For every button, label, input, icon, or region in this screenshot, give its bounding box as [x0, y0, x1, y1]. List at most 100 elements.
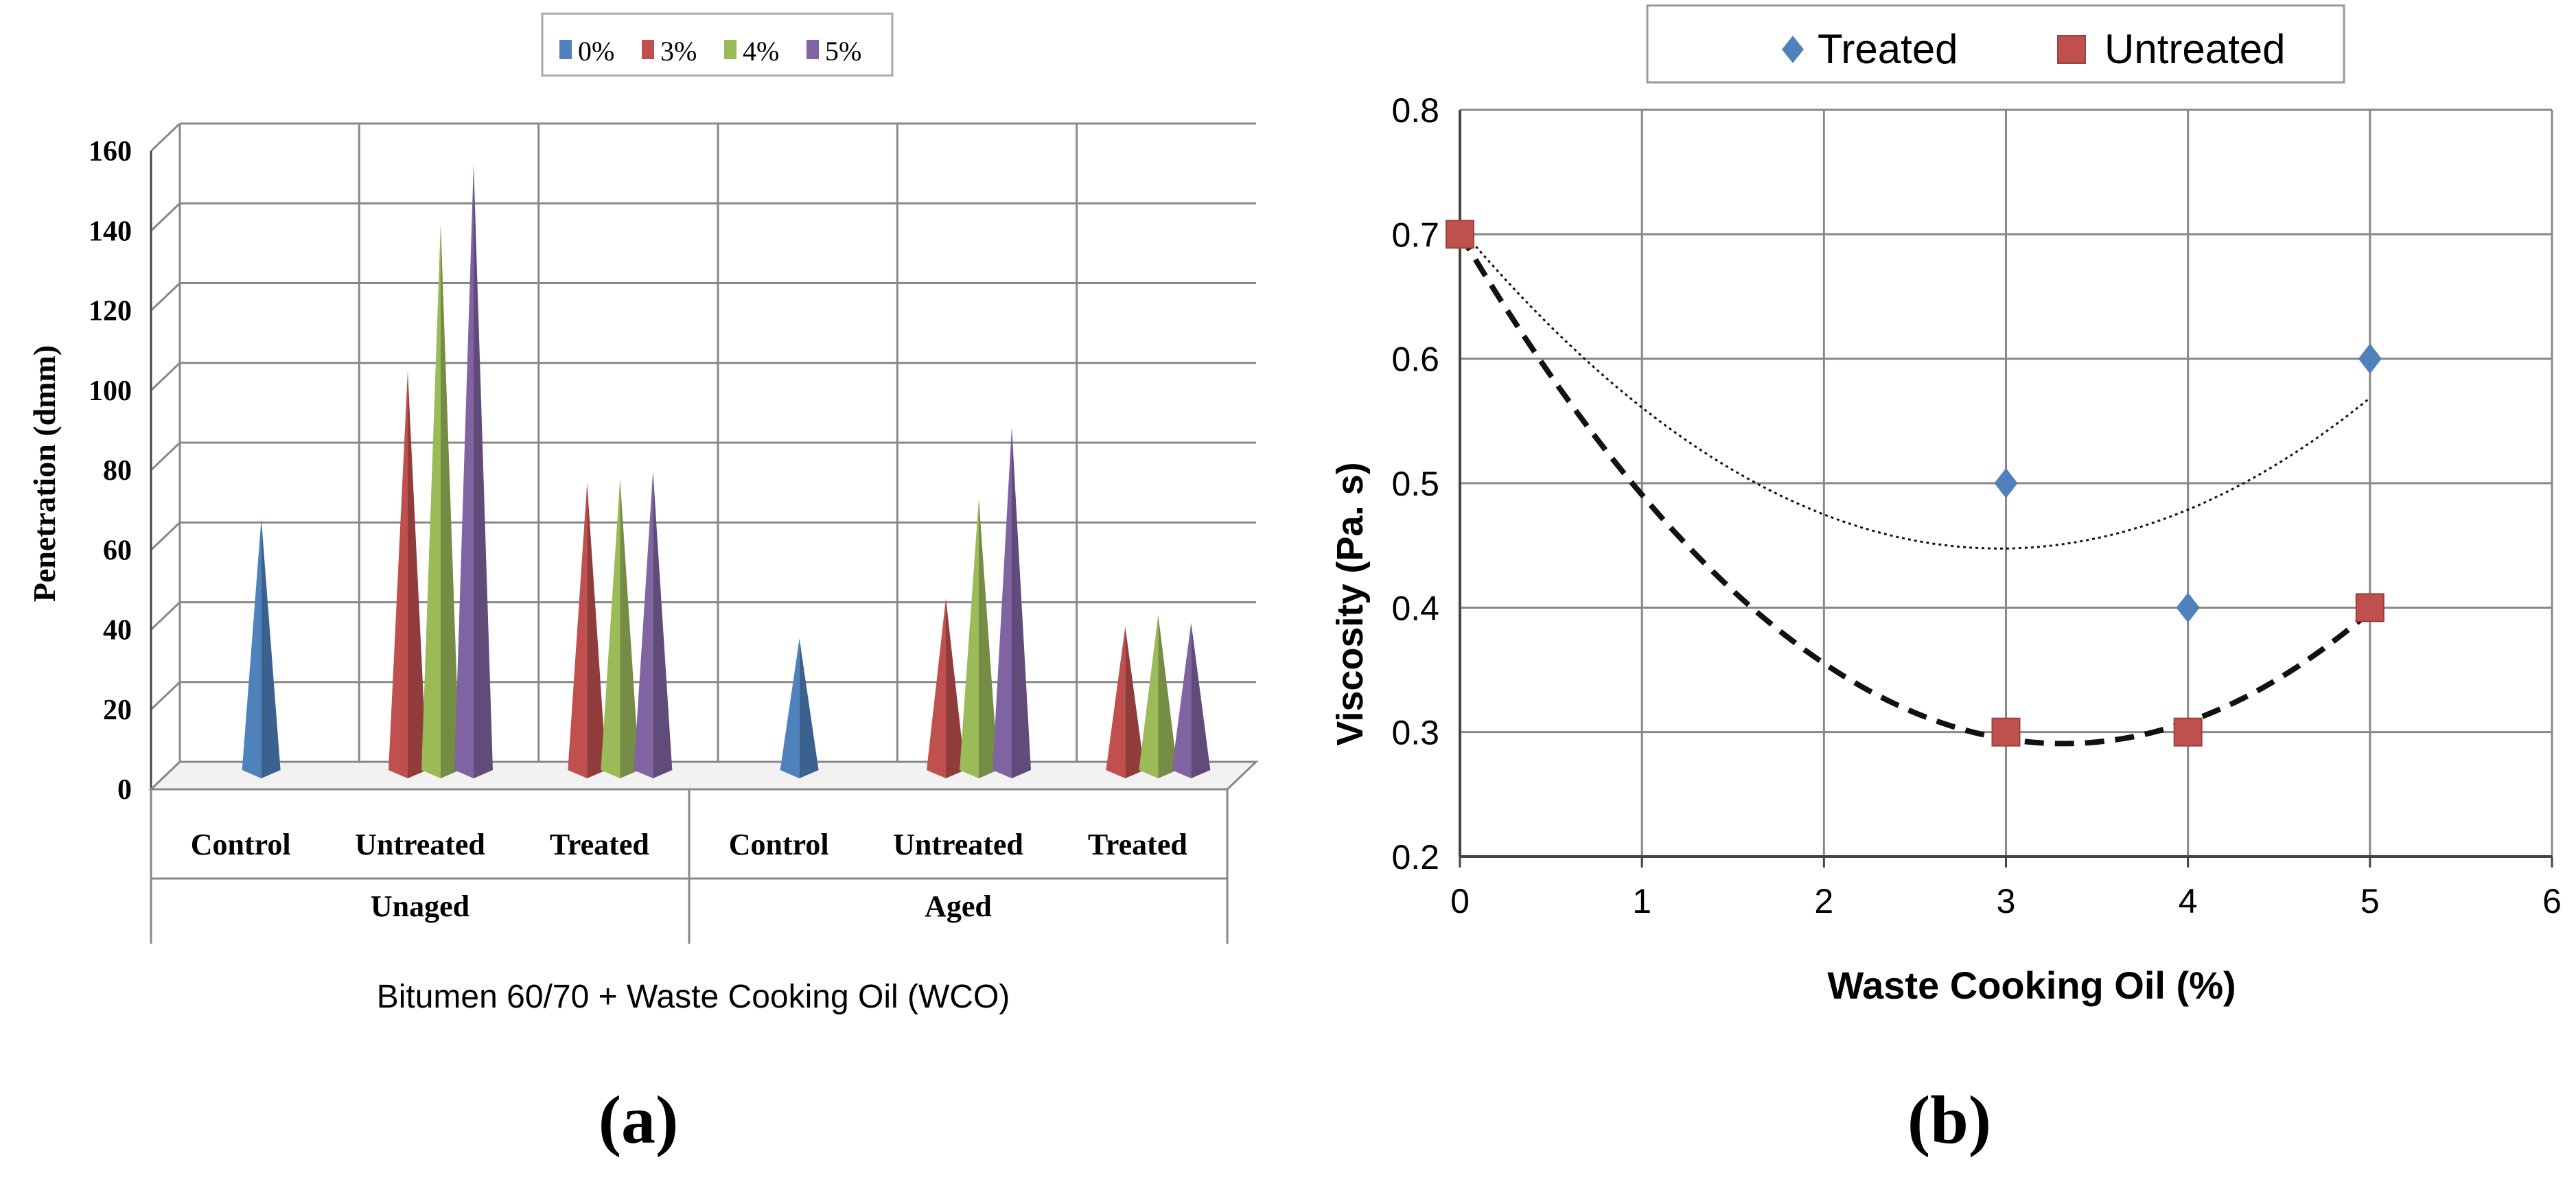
y-tick-label-a: 40 [103, 615, 132, 647]
y-tick-label-a: 20 [103, 695, 132, 726]
cone-right-4pct [441, 223, 460, 778]
trendline-treated [1459, 226, 2371, 550]
grid-side-line-a [150, 202, 181, 232]
point-untreated [1446, 220, 1474, 249]
cone-left-3pct [927, 598, 946, 778]
y-tick-label-b: 0.8 [1391, 91, 1439, 130]
y-tick-label-a: 120 [89, 296, 132, 327]
x-axis-title-a: Bitumen 60/70 + Waste Cooking Oil (WCO) [377, 979, 1010, 1015]
y-axis-title-b: Viscosity (Pa. s) [1330, 462, 1371, 745]
cone-right-4pct [620, 478, 640, 778]
y-tick-label-a: 0 [117, 774, 132, 806]
panel-b-points [1446, 219, 2384, 747]
panel-label-b: (b) [1907, 1082, 1991, 1158]
y-tick-label-b: 0.7 [1391, 216, 1439, 254]
legend-label-treated: Treated [1818, 26, 1958, 72]
cone-left-3pct [388, 371, 408, 778]
y-tick-label-b: 0.2 [1391, 838, 1439, 876]
point-treated [2358, 343, 2382, 374]
x-axis-title-b: Waste Cooking Oil (%) [1827, 964, 2236, 1007]
cone-right-0pct [799, 638, 819, 778]
cone-right-5pct [653, 471, 673, 778]
grid-side-line-a [150, 362, 181, 391]
y-tick-label-b: 0.4 [1391, 589, 1439, 627]
legend-swatch-4 [724, 40, 736, 59]
cone-left-4pct [601, 478, 620, 778]
x-category-label-a: Untreated [893, 828, 1023, 861]
trendline-untreated [1457, 232, 2372, 747]
legend-swatch-5 [807, 40, 819, 59]
x-category-label-a: Treated [1088, 828, 1187, 861]
cone-right-5pct [474, 163, 493, 778]
panel-b-trendlines [1457, 226, 2372, 747]
panel-a-chart: 0% 3% 4% 5% 0 20 40 60 80 100 120 140 160 Contro… [27, 12, 1259, 1158]
grid-side-line-a [150, 601, 181, 631]
x-tick-label-b: 3 [1997, 882, 2016, 920]
y-tick-label-a: 100 [89, 375, 132, 407]
cone-left-4pct [960, 498, 979, 778]
cone-right-5pct [1191, 622, 1211, 778]
x-tick-label-b: 0 [1450, 882, 1470, 920]
y-tick-label-a: 160 [89, 136, 132, 167]
cone-left-5pct [454, 163, 474, 778]
cone-right-0pct [261, 518, 281, 778]
point-untreated [2355, 593, 2384, 623]
grid-side-line-a [150, 681, 181, 710]
floor-a [148, 760, 1259, 791]
y-tick-label-b: 0.5 [1391, 465, 1439, 503]
panel-a-x-categories: Control Untreated Treated Control Untreated T… [150, 789, 1229, 944]
grid-side-line-a [150, 282, 181, 312]
panel-a-gridlines [148, 122, 1259, 791]
x-tick-label-b: 1 [1632, 882, 1651, 920]
point-untreated [2173, 717, 2203, 747]
x-category-label-a: Treated [550, 828, 649, 861]
legend-label-5: 5% [825, 36, 861, 67]
y-tick-label-a: 60 [103, 535, 132, 566]
cone-left-5pct [1172, 622, 1192, 778]
legend-b: Treated Untreated [1646, 4, 2345, 84]
cone-left-3pct [568, 482, 588, 778]
y-tick-label-b: 0.3 [1391, 714, 1439, 752]
cone-right-3pct [587, 482, 607, 778]
cone-left-4pct [421, 223, 441, 778]
grid-side-line-a [150, 441, 181, 472]
y-tick-label-b: 0.6 [1391, 340, 1439, 379]
y-tick-label-a: 80 [103, 455, 132, 487]
cone-right-3pct [1125, 626, 1145, 778]
grid-side-line-a [150, 522, 181, 551]
legend-label-3: 3% [660, 36, 697, 67]
x-group-label-a: Unaged [371, 890, 469, 923]
x-tick-label-b: 5 [2360, 882, 2380, 920]
x-tick-label-b: 6 [2542, 882, 2562, 920]
y-axis-title-a: Penetration (dmm) [27, 345, 62, 602]
cone-left-5pct [993, 427, 1012, 778]
panel-b-chart: Treated Untreated 0.2 0.3 0.4 0.5 0.6 0.7 0.8 0… [1330, 4, 2562, 1158]
panel-a-y-ticks: 0 20 40 60 80 100 120 140 160 [89, 136, 132, 806]
cone-right-3pct [408, 371, 427, 778]
legend-swatch-3 [642, 40, 654, 59]
legend-b-box [1646, 4, 2345, 84]
point-treated [2176, 592, 2200, 623]
cone-right-4pct [979, 498, 998, 778]
legend-swatch-0 [559, 40, 572, 59]
legend-label-untreated: Untreated [2104, 26, 2286, 72]
x-category-label-a: Control [191, 828, 291, 861]
legend-a: 0% 3% 4% 5% [541, 12, 894, 77]
cone-left-0pct [780, 638, 800, 778]
legend-a-box [541, 12, 894, 77]
grid-side-line-a [150, 122, 181, 152]
cone-left-0pct [242, 518, 262, 778]
y-tick-label-a: 140 [89, 216, 132, 247]
legend-marker-untreated [2057, 35, 2086, 64]
cone-left-4pct [1139, 614, 1159, 778]
cone-right-5pct [1012, 427, 1031, 778]
legend-marker-treated [1782, 36, 1804, 63]
point-untreated [1991, 717, 2021, 747]
x-group-label-a: Aged [925, 890, 992, 923]
x-tick-label-b: 2 [1814, 882, 1833, 920]
cone-right-4pct [1158, 614, 1178, 778]
x-category-label-a: Control [729, 828, 829, 861]
x-tick-label-b: 4 [2179, 882, 2198, 920]
cone-right-3pct [946, 598, 965, 778]
